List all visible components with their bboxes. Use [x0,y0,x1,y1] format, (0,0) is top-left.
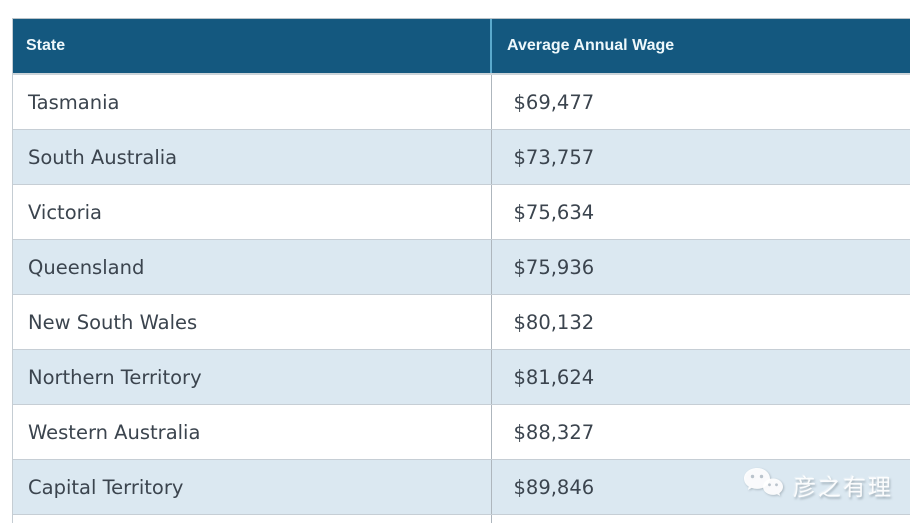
state-cell: Queensland [13,240,491,295]
state-cell: Victoria [13,185,491,240]
wage-cell: $81,624 [491,350,910,405]
state-cell: Western Australia [13,405,491,460]
column-header-wage: Average Annual Wage [491,19,910,74]
wage-cell: $88,327 [491,405,910,460]
wage-cell: $69,477 [491,74,910,130]
table-row: Capital Territory $89,846 [13,460,910,515]
wage-table-container: State Average Annual Wage Tasmania $69,4… [12,18,910,523]
table-row: Victoria $75,634 [13,185,910,240]
state-cell: Tasmania [13,74,491,130]
wage-cell: $73,757 [491,130,910,185]
wage-cell: $80,132 [491,295,910,350]
state-cell: South Australia [13,130,491,185]
wage-cell: $75,936 [491,240,910,295]
table-row: New South Wales $80,132 [13,295,910,350]
wage-table: State Average Annual Wage Tasmania $69,4… [13,19,910,523]
table-row: Tasmania $69,477 [13,74,910,130]
wage-cell: $89,846 [491,460,910,515]
table-row: Queensland $75,936 [13,240,910,295]
table-row: Northern Territory $81,624 [13,350,910,405]
state-cell: Capital Territory [13,460,491,515]
header-row: State Average Annual Wage [13,19,910,74]
state-cell: Northern Territory [13,350,491,405]
wage-cell: $75,634 [491,185,910,240]
column-header-state: State [13,19,491,74]
table-row: Western Australia $88,327 [13,405,910,460]
table-row: South Australia $73,757 [13,130,910,185]
state-cell: New South Wales [13,295,491,350]
